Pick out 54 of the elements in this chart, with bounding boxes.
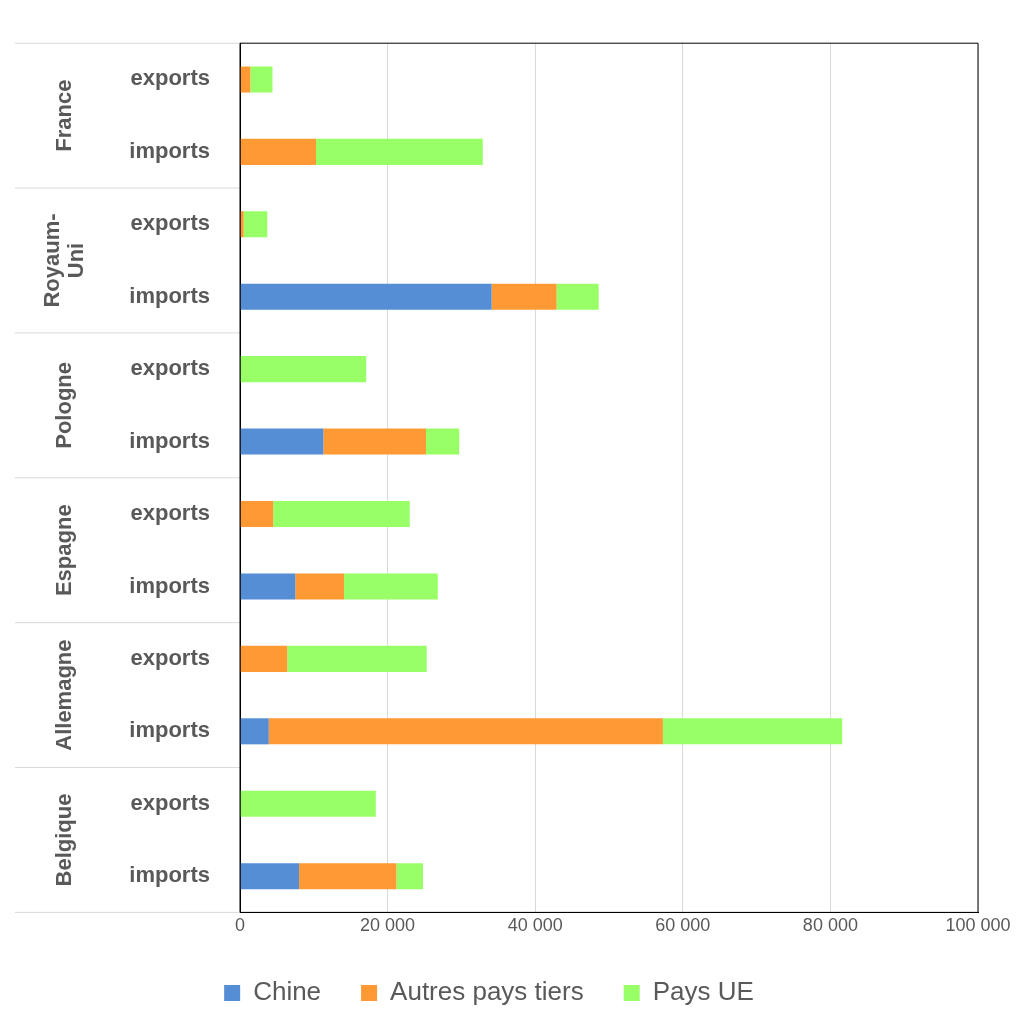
bar [295,573,345,600]
y-tick-label: exports [130,789,210,815]
bar [240,790,376,817]
bar [240,356,367,383]
bar [662,718,843,745]
bar [323,428,426,455]
bar [240,428,324,455]
y-tick-label: imports [129,572,210,598]
text: Pologne [51,361,77,449]
x-tick-label: 60 000 [655,915,711,936]
bar [240,573,296,600]
y-tick-label: exports [130,500,210,526]
x-tick-label: 100 000 [945,915,1011,936]
bar [556,283,599,310]
text: France [51,79,77,152]
y-tick-label: imports [129,137,210,163]
text: Allemagne [51,639,77,751]
bar [299,863,397,890]
y-tick-label: imports [129,717,210,743]
bar [287,645,427,672]
bar [396,863,424,890]
bar [243,211,268,238]
text: Royaum-Uni [39,213,89,308]
y-tick-label: imports [129,862,210,888]
legend-label: Chine [253,976,322,1007]
y-tick-label: exports [130,210,210,236]
x-tick-label: 80 000 [802,915,858,936]
bar [316,138,483,165]
bar [268,718,663,745]
bar [240,500,274,528]
bar [425,428,460,455]
legend-label: Pays UE [652,976,754,1007]
bar [240,211,244,238]
bar [240,138,317,165]
bar [240,645,288,672]
bar [240,718,269,745]
y-tick-label: imports [129,282,210,308]
text: Espagne [51,504,77,597]
y-tick-label: exports [130,65,210,91]
bar [491,283,557,310]
bar [240,283,492,310]
bar [240,66,251,93]
bar [344,573,438,600]
y-tick-label: exports [130,355,210,381]
legend-label: Autres pays tiers [390,976,584,1007]
text: Belgique [51,793,77,887]
y-tick-label: exports [130,644,210,670]
x-tick-label: 0 [234,915,246,936]
y-tick-label: imports [129,427,210,453]
bar [250,66,273,93]
bar [273,500,410,528]
bar [240,863,300,890]
x-tick-label: 20 000 [360,915,416,936]
x-tick-label: 40 000 [507,915,563,936]
